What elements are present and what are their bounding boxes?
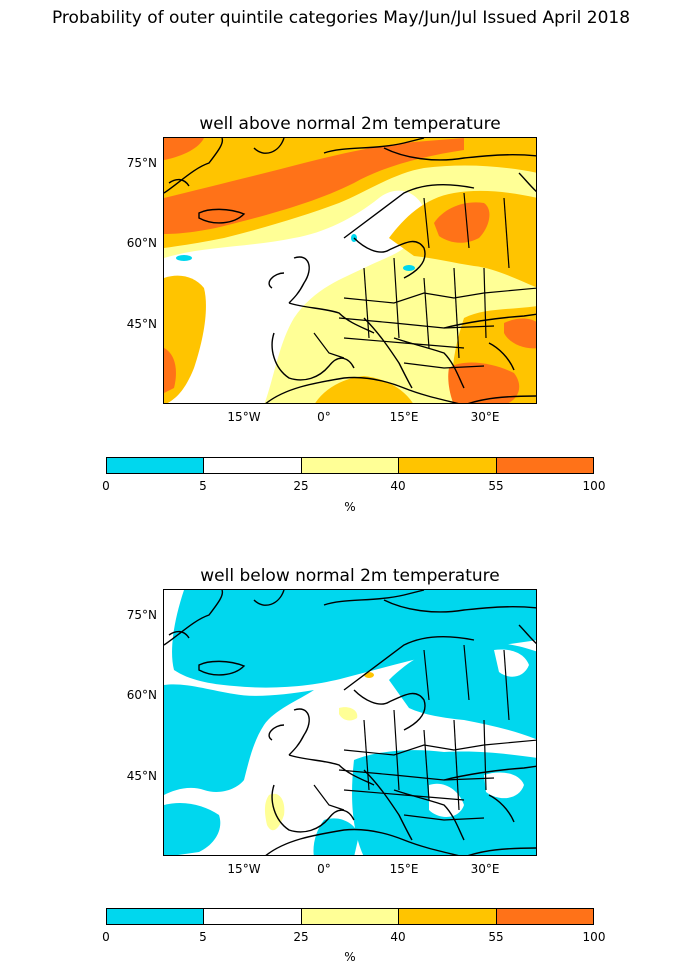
colorbar-label-40-2: 40 [390,930,406,944]
colorbar-unit-2: % [344,950,356,964]
colorbar-segment-40-55 [399,458,497,473]
colorbar-label-55-2: 55 [488,930,504,944]
colorbar-label-100: 100 [582,479,606,493]
lon-label-15e: 15°E [389,410,419,424]
colorbar-segment-25-40 [301,909,400,924]
map-title-above: well above normal 2m temperature [199,114,501,134]
colorbar-label-100-2: 100 [582,930,606,944]
colorbar-label-25: 25 [293,479,309,493]
lon-label-15w-2: 15°W [227,862,261,876]
map-title-below: well below normal 2m temperature [200,566,500,586]
colorbar-segment-55-100 [496,909,594,924]
figure-title: Probability of outer quintile categories… [51,8,631,28]
colorbar-unit: % [344,500,356,514]
colorbar-label-0-2: 0 [102,930,110,944]
map-above-normal [163,137,537,404]
lon-label-30e: 30°E [470,410,500,424]
lat-label-45n: 45°N [126,317,157,331]
colorbar-label-25-2: 25 [293,930,309,944]
colorbar-segment-0-5 [107,458,205,473]
colorbar-label-0: 0 [102,479,110,493]
colorbar-segment-25-40 [301,458,400,473]
lat-label-75n-2: 75°N [126,608,157,622]
lon-label-0: 0° [317,410,331,424]
colorbar-segment-40-55 [399,909,497,924]
colorbar-above [106,457,594,474]
colorbar-segment-55-100 [496,458,594,473]
colorbar-label-40: 40 [390,479,406,493]
lat-label-60n-2: 60°N [126,688,157,702]
map-below-normal [163,589,537,856]
colorbar-segment-5-25 [204,458,302,473]
colorbar-label-5-2: 5 [199,930,207,944]
colorbar-label-55: 55 [488,479,504,493]
lat-label-60n: 60°N [126,236,157,250]
lon-label-30e-2: 30°E [470,862,500,876]
colorbar-segment-0-5 [107,909,205,924]
colorbar-segment-5-25 [204,909,302,924]
lon-label-0-2: 0° [317,862,331,876]
lat-label-75n: 75°N [126,156,157,170]
colorbar-label-5: 5 [199,479,207,493]
colorbar-below [106,908,594,925]
lon-label-15e-2: 15°E [389,862,419,876]
lon-label-15w: 15°W [227,410,261,424]
lat-label-45n-2: 45°N [126,769,157,783]
